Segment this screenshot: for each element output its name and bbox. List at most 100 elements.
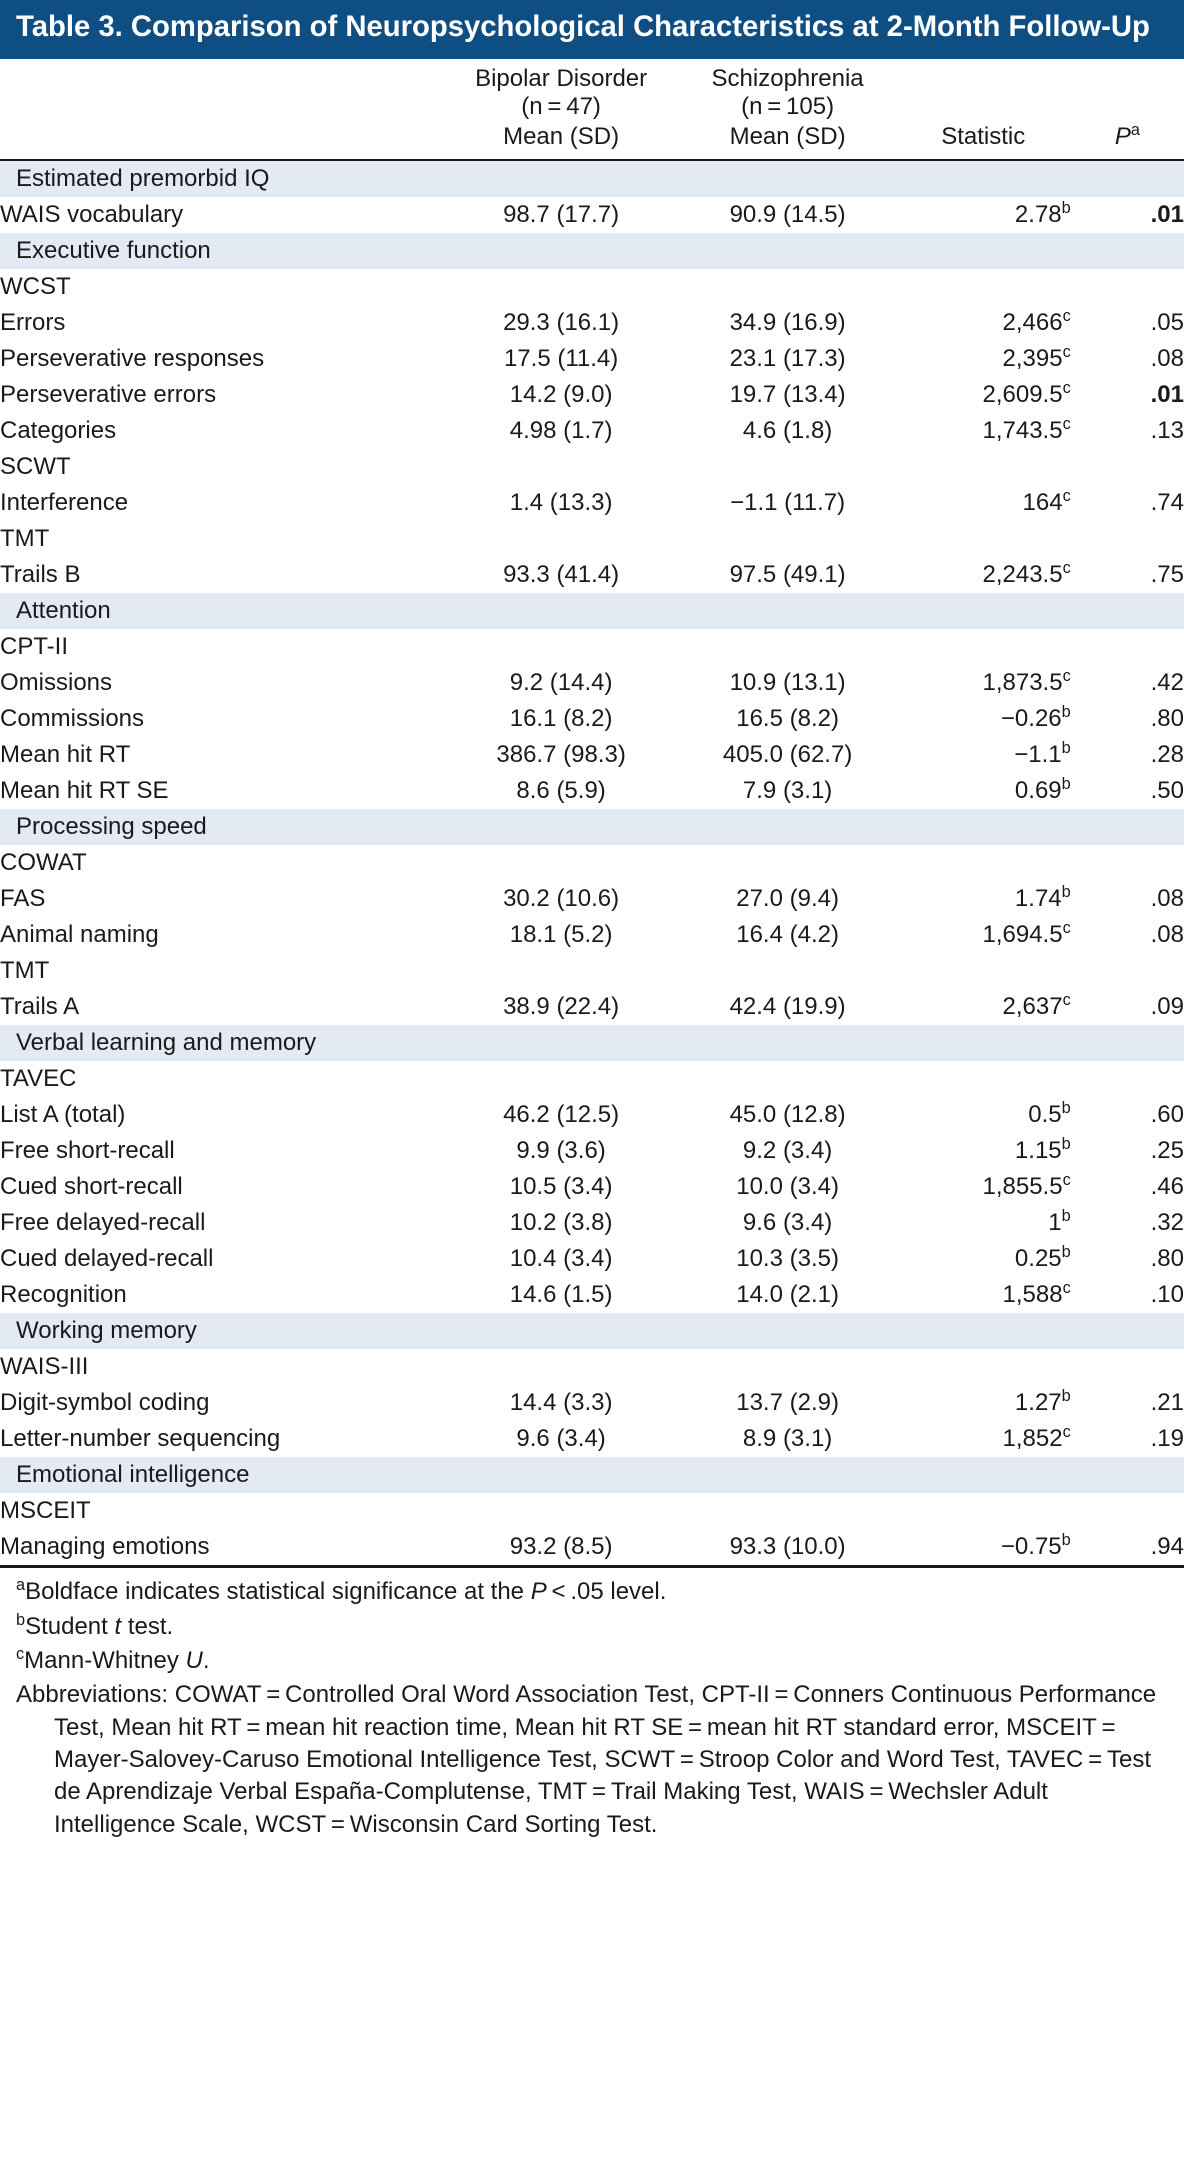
section-header-label: Estimated premorbid IQ — [0, 160, 1184, 197]
cell-p-value — [1071, 269, 1184, 305]
table-row: Perseverative responses17.5 (11.4)23.1 (… — [0, 341, 1184, 377]
row-label: TAVEC — [0, 1061, 443, 1097]
footnote-b: bStudent t test. — [16, 1611, 1168, 1643]
cell-bipolar — [443, 953, 680, 989]
cell-statistic: 2,637c — [896, 989, 1071, 1025]
data-table: Bipolar Disorder (n = 47) Schizophrenia … — [0, 59, 1184, 1568]
row-label: Animal naming — [0, 917, 443, 953]
cell-bipolar: 9.2 (14.4) — [443, 665, 680, 701]
cell-schizophrenia: 9.2 (3.4) — [680, 1133, 896, 1169]
col-header-bipolar: Bipolar Disorder (n = 47) — [443, 59, 680, 123]
table-row: Errors29.3 (16.1)34.9 (16.9)2,466c.05 — [0, 305, 1184, 341]
cell-p-value: .13 — [1071, 413, 1184, 449]
table-row: Animal naming18.1 (5.2)16.4 (4.2)1,694.5… — [0, 917, 1184, 953]
section-header-label: Attention — [0, 593, 1184, 629]
table-row: TMT — [0, 953, 1184, 989]
cell-bipolar: 17.5 (11.4) — [443, 341, 680, 377]
cell-bipolar — [443, 845, 680, 881]
table-title-text: Table 3. Comparison of Neuropsychologica… — [16, 11, 1150, 43]
row-label: Perseverative errors — [0, 377, 443, 413]
cell-statistic: −0.26b — [896, 701, 1071, 737]
cell-p-value: .05 — [1071, 305, 1184, 341]
cell-p-value: .50 — [1071, 773, 1184, 809]
cell-statistic: 1b — [896, 1205, 1071, 1241]
cell-bipolar — [443, 449, 680, 485]
cell-bipolar: 8.6 (5.9) — [443, 773, 680, 809]
cell-schizophrenia: 97.5 (49.1) — [680, 557, 896, 593]
cell-bipolar: 10.5 (3.4) — [443, 1169, 680, 1205]
cell-statistic: 0.25b — [896, 1241, 1071, 1277]
table-row: WAIS vocabulary98.7 (17.7)90.9 (14.5)2.7… — [0, 197, 1184, 233]
cell-schizophrenia — [680, 1493, 896, 1529]
col-header-p: Pa — [1071, 123, 1184, 160]
cell-schizophrenia: 4.6 (1.8) — [680, 413, 896, 449]
table-row: Trails A38.9 (22.4)42.4 (19.9)2,637c.09 — [0, 989, 1184, 1025]
cell-schizophrenia — [680, 449, 896, 485]
section-header: Verbal learning and memory — [0, 1025, 1184, 1061]
cell-schizophrenia: 7.9 (3.1) — [680, 773, 896, 809]
section-header: Executive function — [0, 233, 1184, 269]
cell-p-value: .46 — [1071, 1169, 1184, 1205]
row-label: TMT — [0, 521, 443, 557]
cell-schizophrenia: 405.0 (62.7) — [680, 737, 896, 773]
table-row: Cued short-recall10.5 (3.4)10.0 (3.4)1,8… — [0, 1169, 1184, 1205]
header-row-groups: Bipolar Disorder (n = 47) Schizophrenia … — [0, 59, 1184, 123]
table-row: MSCEIT — [0, 1493, 1184, 1529]
table-row: Free short-recall9.9 (3.6)9.2 (3.4)1.15b… — [0, 1133, 1184, 1169]
cell-p-value: .80 — [1071, 701, 1184, 737]
table-row: TMT — [0, 521, 1184, 557]
table-row: WCST — [0, 269, 1184, 305]
row-label: Categories — [0, 413, 443, 449]
table-row: Mean hit RT SE8.6 (5.9)7.9 (3.1)0.69b.50 — [0, 773, 1184, 809]
table-row: Omissions9.2 (14.4)10.9 (13.1)1,873.5c.4… — [0, 665, 1184, 701]
table-row: Trails B93.3 (41.4)97.5 (49.1)2,243.5c.7… — [0, 557, 1184, 593]
cell-bipolar — [443, 1493, 680, 1529]
row-label: Cued delayed-recall — [0, 1241, 443, 1277]
table-row: Managing emotions93.2 (8.5)93.3 (10.0)−0… — [0, 1529, 1184, 1567]
cell-schizophrenia — [680, 953, 896, 989]
table-row: Digit-symbol coding14.4 (3.3)13.7 (2.9)1… — [0, 1385, 1184, 1421]
cell-p-value: .09 — [1071, 989, 1184, 1025]
section-header: Processing speed — [0, 809, 1184, 845]
cell-p-value: .08 — [1071, 917, 1184, 953]
cell-bipolar: 30.2 (10.6) — [443, 881, 680, 917]
cell-p-value: .01 — [1071, 197, 1184, 233]
row-label: Letter-number sequencing — [0, 1421, 443, 1457]
cell-bipolar: 29.3 (16.1) — [443, 305, 680, 341]
table-row: List A (total)46.2 (12.5)45.0 (12.8)0.5b… — [0, 1097, 1184, 1133]
cell-statistic: −0.75b — [896, 1529, 1071, 1567]
cell-statistic — [896, 449, 1071, 485]
cell-p-value — [1071, 1493, 1184, 1529]
cell-statistic: 2,466c — [896, 305, 1071, 341]
cell-p-value: .08 — [1071, 881, 1184, 917]
table-row: Letter-number sequencing9.6 (3.4)8.9 (3.… — [0, 1421, 1184, 1457]
cell-statistic: 1.27b — [896, 1385, 1071, 1421]
table-row: COWAT — [0, 845, 1184, 881]
cell-p-value: .08 — [1071, 341, 1184, 377]
row-label: FAS — [0, 881, 443, 917]
row-label: Perseverative responses — [0, 341, 443, 377]
row-label: Cued short-recall — [0, 1169, 443, 1205]
cell-p-value: .74 — [1071, 485, 1184, 521]
cell-schizophrenia: 16.4 (4.2) — [680, 917, 896, 953]
section-header-label: Verbal learning and memory — [0, 1025, 1184, 1061]
cell-statistic — [896, 629, 1071, 665]
cell-schizophrenia — [680, 269, 896, 305]
cell-p-value: .75 — [1071, 557, 1184, 593]
table-row: TAVEC — [0, 1061, 1184, 1097]
cell-statistic — [896, 1061, 1071, 1097]
cell-statistic: 1,852c — [896, 1421, 1071, 1457]
row-label: Free delayed-recall — [0, 1205, 443, 1241]
cell-statistic: 2,243.5c — [896, 557, 1071, 593]
cell-schizophrenia: 23.1 (17.3) — [680, 341, 896, 377]
row-label: Mean hit RT SE — [0, 773, 443, 809]
cell-schizophrenia — [680, 1061, 896, 1097]
cell-statistic — [896, 1349, 1071, 1385]
cell-p-value: .80 — [1071, 1241, 1184, 1277]
row-label: CPT-II — [0, 629, 443, 665]
cell-schizophrenia: 8.9 (3.1) — [680, 1421, 896, 1457]
row-label: TMT — [0, 953, 443, 989]
cell-bipolar — [443, 269, 680, 305]
cell-bipolar — [443, 1349, 680, 1385]
cell-bipolar: 46.2 (12.5) — [443, 1097, 680, 1133]
